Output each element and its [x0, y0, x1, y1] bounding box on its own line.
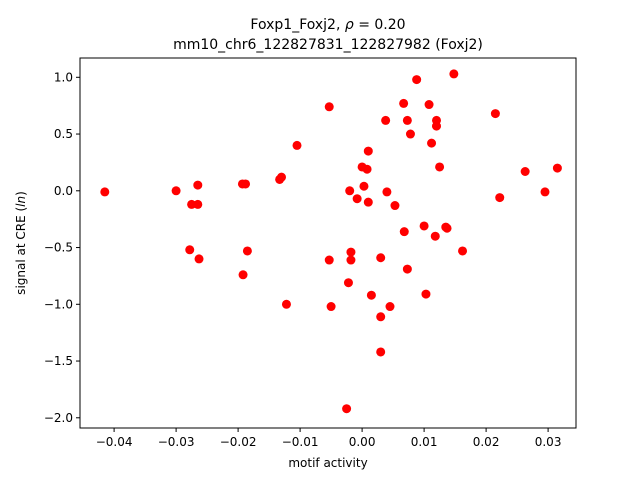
data-point [520, 166, 530, 176]
data-point [390, 201, 400, 211]
data-points [100, 69, 562, 414]
data-point [326, 302, 336, 312]
data-point [458, 246, 468, 256]
y-tick-label: 0.0 [54, 184, 73, 198]
x-tick-label: 0.03 [535, 435, 562, 449]
x-tick-label: −0.03 [158, 435, 195, 449]
data-point [449, 69, 459, 79]
data-point [193, 199, 203, 209]
y-label-math: ln [14, 196, 28, 207]
data-point [194, 254, 204, 264]
data-point [432, 121, 441, 131]
data-point [381, 115, 391, 125]
data-point [362, 164, 372, 174]
chart-title-line1: Foxp1_Foxj2, ρ = 0.20 [250, 17, 405, 33]
data-point [242, 246, 252, 256]
chart-title-line2: mm10_chr6_122827831_122827982 (Foxj2) [173, 37, 483, 53]
data-point [342, 404, 352, 414]
data-point [363, 197, 373, 207]
data-point [421, 289, 431, 299]
x-tick-label: −0.01 [282, 435, 319, 449]
data-point [324, 255, 334, 265]
data-point [376, 253, 386, 263]
data-point [495, 193, 505, 203]
y-tick-label: 0.5 [54, 127, 73, 141]
plot-area [79, 57, 577, 429]
data-point [419, 221, 429, 231]
data-point [442, 223, 452, 233]
title-rho-symbol: ρ [345, 17, 354, 33]
data-point [385, 302, 395, 312]
y-label-suffix: ) [14, 191, 28, 196]
data-point [185, 245, 195, 255]
x-tick-label: −0.02 [220, 435, 257, 449]
data-point [366, 290, 376, 300]
y-axis-ticks: 1.0 0.5 0.0 −0.5 −1.0 −1.5 −2.0 [44, 70, 80, 425]
data-point [399, 227, 409, 237]
data-point [352, 194, 362, 204]
data-point [412, 75, 422, 85]
title-prefix: Foxp1_Foxj2, [250, 17, 344, 33]
data-point [292, 140, 302, 150]
y-tick-label: −2.0 [44, 411, 73, 425]
data-point [193, 180, 203, 190]
data-point [427, 138, 437, 148]
x-axis-ticks: −0.04 −0.03 −0.02 −0.01 0.00 0.01 0.02 0.03 [96, 428, 562, 449]
x-tick-label: 0.02 [473, 435, 500, 449]
data-point [363, 146, 373, 156]
data-point [552, 163, 562, 173]
data-point [345, 186, 355, 196]
data-point [171, 186, 181, 196]
data-point [187, 199, 197, 209]
y-label-prefix: signal at CRE ( [14, 207, 28, 295]
y-tick-label: −0.5 [44, 241, 73, 255]
data-point [376, 312, 386, 322]
x-axis-label: motif activity [288, 456, 367, 470]
y-tick-label: −1.5 [44, 354, 73, 368]
data-point [241, 179, 251, 189]
y-tick-label: 1.0 [54, 70, 73, 84]
data-point [238, 270, 248, 280]
data-point [402, 115, 412, 125]
data-point [435, 162, 445, 172]
data-point [540, 187, 550, 197]
data-point [490, 109, 500, 119]
data-point [376, 347, 386, 357]
x-tick-label: 0.01 [411, 435, 438, 449]
data-point [324, 102, 334, 112]
data-point [343, 278, 353, 288]
y-tick-label: −1.0 [44, 297, 73, 311]
data-point [405, 129, 415, 139]
title-rho-value: = 0.20 [354, 17, 406, 33]
data-point [424, 100, 434, 110]
data-point [281, 299, 291, 309]
data-point [430, 231, 440, 241]
data-point [402, 264, 412, 274]
data-point [382, 187, 392, 197]
data-point [100, 187, 110, 197]
x-tick-label: −0.04 [96, 435, 133, 449]
data-point [346, 255, 356, 265]
data-point [359, 181, 369, 191]
x-tick-label: 0.00 [349, 435, 376, 449]
data-point [399, 98, 409, 108]
data-point [346, 247, 356, 257]
y-axis-label: signal at CRE (ln) [14, 191, 28, 295]
data-point [277, 172, 286, 182]
